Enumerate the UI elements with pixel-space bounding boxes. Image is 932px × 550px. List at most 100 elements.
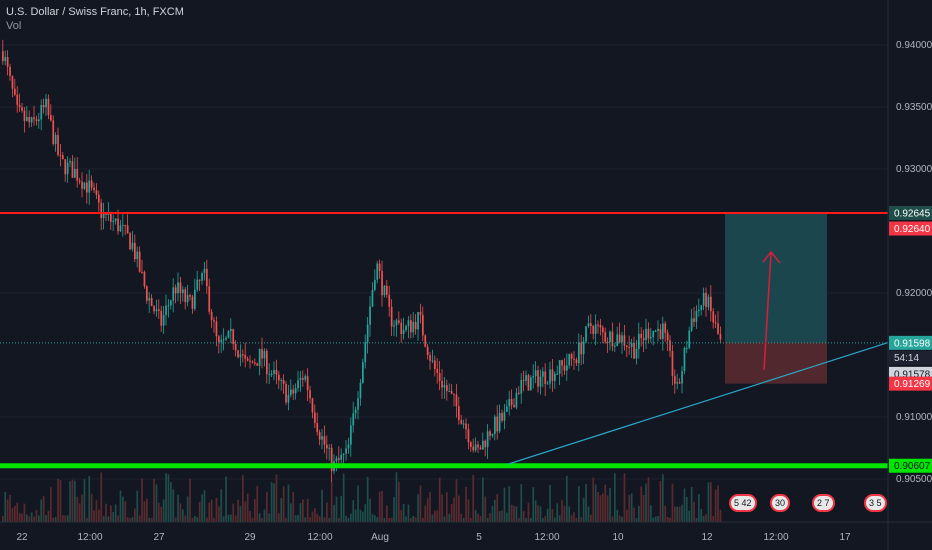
volume-bar bbox=[220, 489, 223, 522]
volume-bar bbox=[431, 514, 434, 522]
candle-body bbox=[597, 324, 599, 326]
event-marker[interactable]: 2 7 bbox=[812, 494, 835, 512]
event-marker[interactable]: 30 bbox=[770, 494, 791, 512]
candle-body bbox=[592, 325, 595, 334]
candle-body bbox=[700, 305, 703, 310]
candle-body bbox=[364, 342, 367, 363]
volume-bar bbox=[210, 499, 213, 522]
candle-body bbox=[282, 379, 285, 385]
volume-bar bbox=[141, 478, 143, 522]
candle-body bbox=[251, 361, 254, 363]
candle-body bbox=[422, 314, 424, 336]
symbol-title[interactable]: U.S. Dollar / Swiss Franc, 1h, FXCM bbox=[6, 6, 184, 18]
candle-body bbox=[484, 440, 487, 448]
up-arrow-icon[interactable] bbox=[762, 250, 781, 371]
candle-body bbox=[714, 322, 717, 324]
volume-bar bbox=[446, 492, 448, 522]
candle-body bbox=[280, 379, 283, 381]
volume-bar bbox=[676, 506, 679, 522]
candle-body bbox=[292, 389, 295, 394]
volume-label[interactable]: Vol bbox=[6, 20, 22, 32]
volume-bar bbox=[234, 515, 237, 522]
candle-body bbox=[482, 440, 484, 450]
candle-body bbox=[357, 398, 359, 410]
volume-bar bbox=[124, 501, 127, 522]
candle-body bbox=[239, 354, 242, 358]
candle-body bbox=[707, 296, 710, 308]
volume-bar bbox=[266, 491, 268, 522]
volume-bar bbox=[328, 517, 331, 522]
volume-bar bbox=[486, 517, 489, 522]
candle-body bbox=[275, 369, 278, 375]
candle-body bbox=[182, 289, 184, 294]
volume-bar bbox=[304, 517, 307, 522]
support-price-badge-text: 0.90607 bbox=[894, 461, 931, 472]
candle-body bbox=[393, 325, 395, 327]
volume-bar bbox=[683, 488, 686, 522]
candle-body bbox=[328, 447, 331, 449]
candle-body bbox=[71, 161, 74, 178]
volume-bar bbox=[395, 472, 398, 522]
volume-bar bbox=[611, 516, 614, 522]
candle-body bbox=[6, 57, 9, 67]
volume-bar bbox=[496, 493, 499, 522]
candle-body bbox=[532, 376, 535, 378]
volume-bar bbox=[458, 495, 460, 522]
price-tick-label: 0.90500 bbox=[896, 474, 932, 485]
time-tick-label: 12 bbox=[701, 532, 713, 543]
candle-body bbox=[477, 444, 479, 448]
candle-body bbox=[604, 332, 607, 342]
volume-bar bbox=[362, 511, 364, 522]
arrow-head bbox=[762, 250, 781, 264]
candle-body bbox=[318, 432, 321, 440]
event-marker[interactable]: 5 42 bbox=[729, 494, 757, 512]
volume-bar bbox=[83, 479, 86, 522]
candle-body bbox=[16, 94, 19, 105]
candle-body bbox=[542, 371, 544, 377]
candle-body bbox=[342, 453, 345, 455]
volume-bar bbox=[40, 499, 43, 522]
candle-body bbox=[141, 271, 143, 273]
candle-body bbox=[587, 323, 590, 327]
take-profit-zone[interactable] bbox=[725, 213, 827, 343]
volume-bar bbox=[280, 498, 283, 522]
event-marker[interactable]: 3 5 bbox=[864, 494, 887, 512]
candle-body bbox=[498, 413, 501, 432]
stop-price-badge-text: 0.91269 bbox=[894, 379, 931, 390]
volume-bar bbox=[28, 516, 31, 522]
candle-body bbox=[194, 289, 196, 309]
price-tick-label: 0.93500 bbox=[896, 102, 932, 113]
volume-bar bbox=[201, 494, 203, 522]
volume-bar bbox=[578, 486, 580, 522]
volume-bar bbox=[642, 495, 645, 522]
volume-bar bbox=[674, 506, 676, 522]
volume-bar bbox=[594, 484, 597, 522]
volume-bar bbox=[374, 515, 376, 522]
candle-body bbox=[184, 289, 187, 303]
candle-body bbox=[122, 225, 124, 227]
resistance-price-badge-text: 0.92640 bbox=[894, 224, 931, 235]
candle-body bbox=[174, 287, 177, 294]
volume-bar bbox=[50, 487, 52, 522]
candle-body bbox=[515, 392, 518, 408]
price-axis[interactable]: 0.94000 0.93500 0.93000 0.92000 0.91000 0.905… bbox=[896, 40, 932, 485]
candle-body bbox=[110, 213, 112, 222]
volume-bar bbox=[184, 515, 187, 522]
candle-body bbox=[266, 350, 268, 375]
candle-body bbox=[40, 104, 43, 120]
volume-bar bbox=[386, 505, 388, 522]
time-axis[interactable]: 22 12:00 27 29 12:00 Aug 5 12:00 10 12 12:00 17 bbox=[16, 532, 851, 543]
candle-body bbox=[179, 282, 182, 294]
candle-body bbox=[352, 413, 355, 426]
candle-body bbox=[695, 311, 698, 322]
volume-bar bbox=[686, 496, 688, 522]
volume-bar bbox=[554, 517, 556, 522]
stop-loss-zone[interactable] bbox=[725, 342, 827, 384]
volume-bar bbox=[705, 514, 707, 522]
volume-bar bbox=[527, 502, 530, 522]
volume-bar bbox=[206, 517, 208, 522]
volume-bar bbox=[455, 479, 458, 522]
trend-line[interactable] bbox=[507, 342, 889, 465]
volume-bar bbox=[218, 506, 220, 522]
